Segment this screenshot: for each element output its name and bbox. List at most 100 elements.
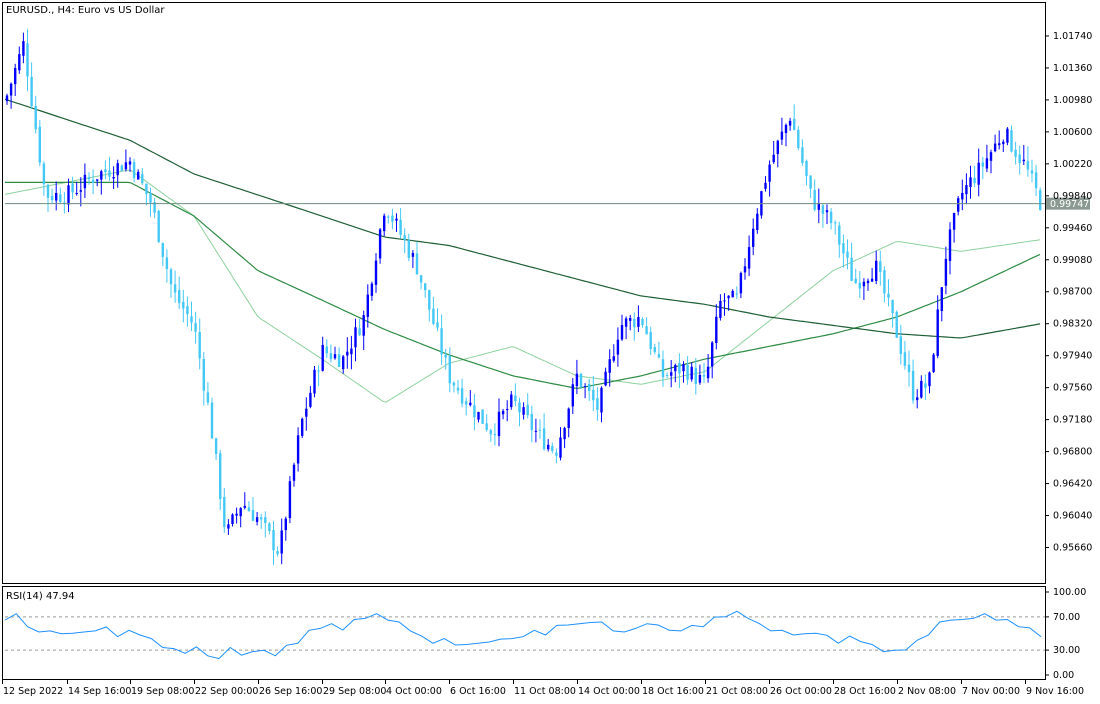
candle [879,250,882,286]
candle [489,428,492,442]
candle [235,507,238,524]
candle [891,299,894,328]
candle [370,281,374,301]
time-axis-label: 14 Sep 16:00 [68,686,131,697]
time-axis-label: 4 Oct 00:00 [386,686,442,697]
candle [579,372,583,389]
candle [694,358,697,395]
candle [501,408,505,420]
current-price-label: 0.99747 [1050,199,1089,210]
candle [620,314,624,341]
candle [1018,145,1021,175]
candle [255,512,259,526]
candle [145,183,148,206]
candle [604,367,607,387]
candle [383,213,386,237]
candle [559,427,562,461]
candle [481,409,484,425]
candle [768,160,771,197]
candle [743,258,747,280]
candle [633,312,636,341]
candle [305,397,308,431]
candle [629,314,632,331]
candle [46,183,50,212]
candle [702,362,706,383]
time-axis-label: 21 Oct 08:00 [706,686,768,697]
candle [793,104,796,131]
candle [510,391,513,410]
candle [588,378,591,401]
candle [67,178,70,213]
candle [378,228,382,264]
candle [460,378,464,408]
price-axis-label: 0.98320 [1053,319,1092,330]
candle [124,149,128,172]
rsi-line [4,610,1042,660]
moving-averages [4,98,1041,403]
candle [641,317,644,328]
candle [747,235,751,277]
candle [760,190,763,219]
candle [1022,145,1025,165]
price-axis-label: 0.96800 [1053,447,1092,458]
moving-average-line [5,181,1041,389]
candle [735,286,738,299]
candle [436,308,439,332]
candle [284,516,287,541]
price-axis-label: 1.01740 [1053,31,1092,42]
candle [801,139,804,166]
candle [690,362,693,382]
candle [506,400,509,422]
candle [428,289,431,322]
time-axis-label: 9 Nov 16:00 [1026,686,1084,697]
candle [1010,125,1013,153]
candle [838,221,841,258]
candle [22,32,25,64]
candle [374,253,378,293]
candle [202,351,205,406]
current-price-line: 0.99747 [5,197,1090,210]
candle [764,176,767,192]
candle [210,397,214,439]
candle [973,166,976,188]
candle [415,241,419,276]
time-axis-label: 22 Sep 00:00 [195,686,258,697]
candle [899,324,902,365]
candle [83,163,87,199]
candle [854,268,857,285]
candle [165,249,169,283]
price-axis-label: 0.99080 [1053,255,1092,266]
candles [5,29,1042,565]
candle [485,414,488,432]
candle [1002,139,1005,152]
candle [907,350,911,387]
time-axis: 12 Sep 2022 14 Sep 16:00 19 Sep 08:00 22 Se… [2,680,1084,697]
price-axis-label: 0.96040 [1053,511,1092,522]
price-axis-label: 1.00980 [1053,95,1092,106]
price-axis-label: 0.97560 [1053,383,1092,394]
candle [182,289,185,323]
candle [91,169,95,195]
price-axis-label: 1.00600 [1053,127,1092,138]
candle [875,250,878,285]
candle [637,305,640,333]
candle [440,314,443,365]
candle [547,439,550,452]
candle [711,341,714,379]
candle [998,130,1001,150]
candle [104,160,107,180]
candle [665,372,669,379]
candle [698,364,702,385]
candle [112,166,115,189]
candle [497,398,501,447]
candle [251,497,255,522]
candle [649,326,652,356]
candle [538,419,542,439]
candle [686,356,689,385]
candle [957,196,960,216]
candle [858,271,861,299]
candle [952,212,956,243]
candle [9,82,13,109]
candle [407,233,410,262]
